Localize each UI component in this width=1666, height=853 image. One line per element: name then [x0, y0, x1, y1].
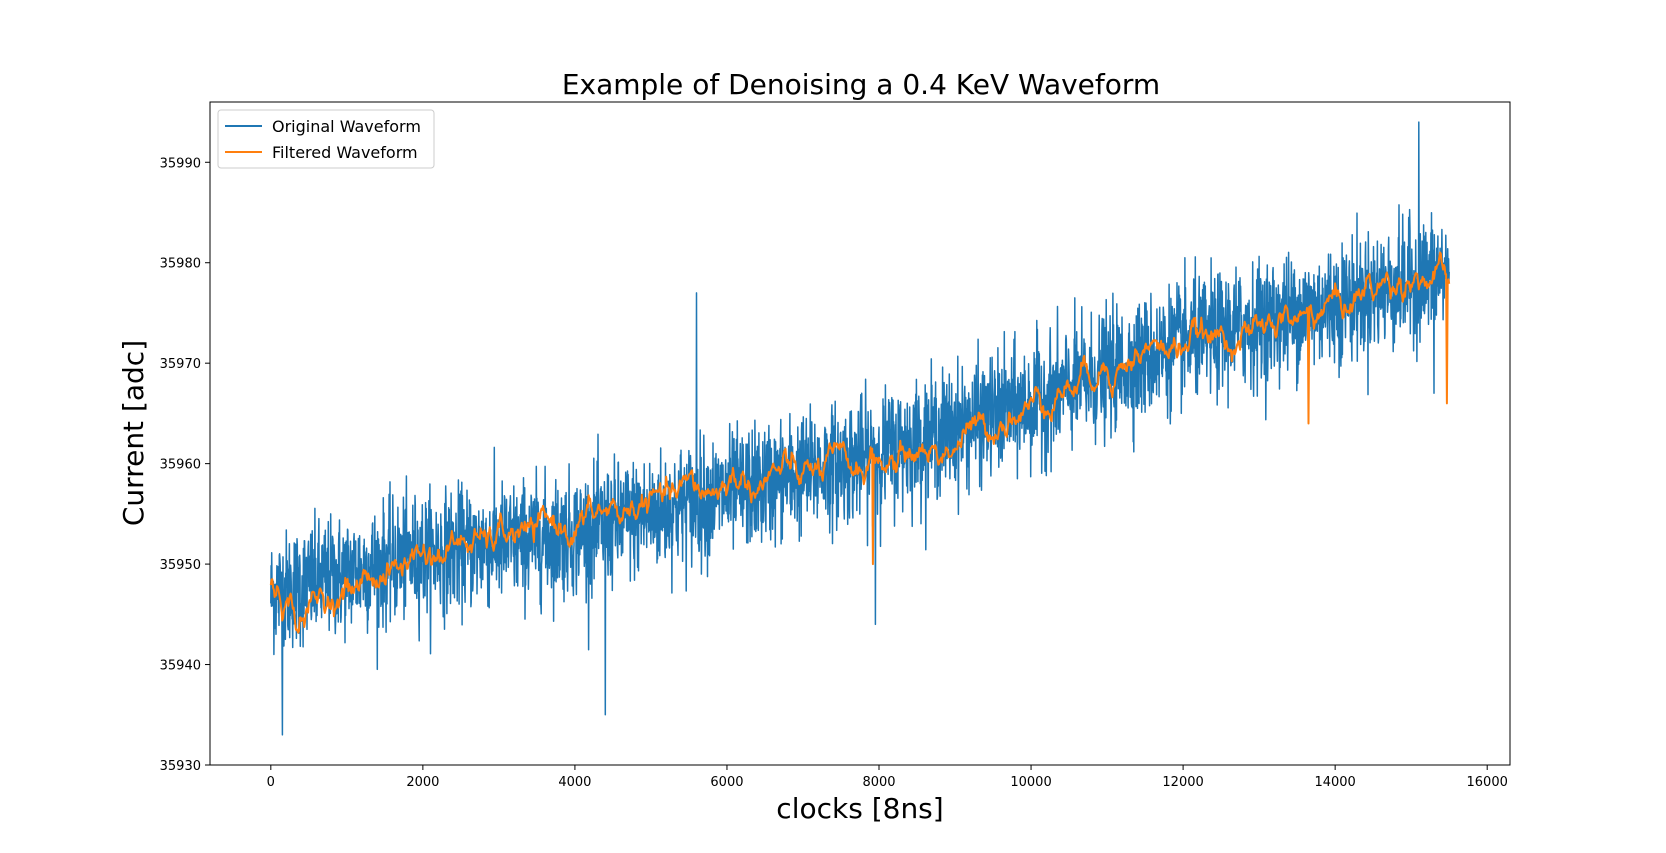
y-tick-label: 35970	[160, 357, 201, 372]
y-axis: 35930 35940 35950 35960 35970 35980 35990	[160, 156, 210, 774]
x-tick-label: 10000	[1010, 775, 1051, 790]
y-axis-label: Current [adc]	[117, 340, 150, 526]
x-tick-label: 8000	[862, 775, 895, 790]
x-axis-label: clocks [8ns]	[776, 792, 943, 825]
y-tick-label: 35930	[160, 759, 201, 774]
series-layer	[269, 121, 1451, 736]
y-tick-label: 35940	[160, 659, 201, 674]
legend-label-original: Original Waveform	[272, 117, 421, 136]
legend: Original Waveform Filtered Waveform	[217, 109, 435, 169]
x-tick-label: 4000	[558, 775, 591, 790]
plot-area-frame	[209, 101, 1511, 766]
y-tick-label: 35950	[160, 558, 201, 573]
y-tick-label: 35980	[160, 257, 201, 272]
x-tick-label: 0	[267, 775, 275, 790]
x-tick-label: 6000	[710, 775, 743, 790]
series-line-original-waveform	[270, 121, 1450, 736]
series-line-filtered-waveform	[269, 251, 1451, 634]
y-tick-label: 35990	[160, 156, 201, 171]
x-tick-label: 12000	[1162, 775, 1203, 790]
x-tick-label: 16000	[1467, 775, 1508, 790]
y-tick-label: 35960	[160, 458, 201, 473]
x-axis: 0 2000 4000 6000 8000 10000 12000 14000 16000	[267, 765, 1508, 790]
x-tick-label: 14000	[1314, 775, 1355, 790]
legend-label-filtered: Filtered Waveform	[272, 143, 418, 162]
legend-box	[217, 109, 435, 169]
x-tick-label: 2000	[406, 775, 439, 790]
chart-title: Example of Denoising a 0.4 KeV Waveform	[562, 68, 1160, 101]
